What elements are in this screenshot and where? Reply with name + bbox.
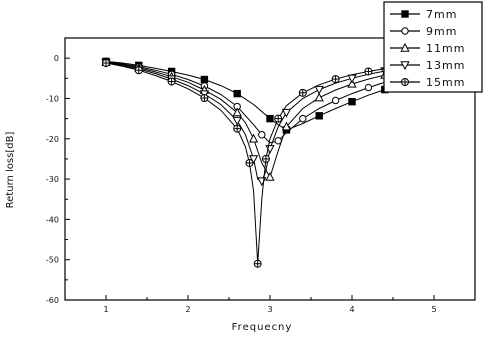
data-point: [253, 259, 262, 268]
data-point: [274, 114, 283, 123]
legend-marker: [401, 78, 409, 86]
y-tick-label: -30: [46, 175, 59, 184]
y-axis-title: Return loss[dB]: [5, 132, 16, 209]
data-point: [281, 108, 292, 118]
y-tick-label: -60: [46, 296, 59, 305]
legend-marker: [401, 10, 409, 18]
data-point: [314, 85, 324, 95]
legend-marker: [400, 61, 410, 71]
data-point: [200, 94, 209, 103]
data-point: [299, 114, 307, 123]
legend-box: [383, 1, 483, 93]
data-point: [102, 58, 110, 67]
legend-label: 15mm: [426, 76, 465, 89]
y-tick-label: -20: [46, 135, 59, 144]
data-point: [281, 121, 292, 131]
data-point: [245, 158, 254, 167]
legend-label: 7mm: [426, 8, 457, 21]
data-point: [265, 171, 275, 181]
data-point: [233, 124, 242, 133]
data-point: [257, 177, 267, 187]
y-tick-label: -50: [46, 256, 59, 265]
data-point: [314, 92, 324, 102]
data-point: [232, 107, 242, 117]
legend-label: 13mm: [426, 59, 465, 72]
legend-label: 11mm: [426, 42, 465, 55]
data-point: [364, 83, 373, 92]
data-point: [232, 116, 242, 126]
data-point: [134, 66, 143, 75]
legend-marker: [400, 42, 410, 52]
y-tick-label: -10: [46, 94, 59, 103]
data-point: [298, 88, 307, 97]
legend-marker: [401, 27, 409, 35]
data-point: [248, 155, 259, 164]
data-point: [233, 89, 241, 98]
data-point: [266, 114, 274, 123]
x-tick-label: 4: [349, 305, 354, 314]
data-point: [331, 75, 340, 84]
data-point: [364, 67, 373, 76]
x-tick-label: 5: [431, 305, 436, 314]
data-point: [348, 97, 356, 106]
data-point: [315, 112, 323, 120]
data-point: [167, 77, 176, 86]
data-point: [331, 96, 340, 105]
data-point: [261, 154, 270, 163]
y-tick-label: -40: [46, 215, 59, 224]
data-point: [248, 133, 259, 143]
legend-label: 9mm: [426, 25, 457, 38]
y-tick-label: 0: [54, 54, 59, 63]
y-axis: 0 -10 -20 -30 -40 -50 -60: [46, 54, 70, 305]
x-axis-title: Frequecny: [232, 322, 293, 333]
data-point: [200, 75, 209, 84]
x-tick-label: 2: [185, 305, 190, 314]
x-axis: 1 2 3 4 5: [64, 295, 476, 314]
data-point: [347, 78, 357, 88]
x-tick-label: 3: [267, 305, 272, 314]
legend: 7mm 9mm 11mm 13mm 15mm: [383, 1, 483, 93]
data-point: [258, 131, 266, 139]
x-tick-label: 1: [103, 305, 108, 314]
